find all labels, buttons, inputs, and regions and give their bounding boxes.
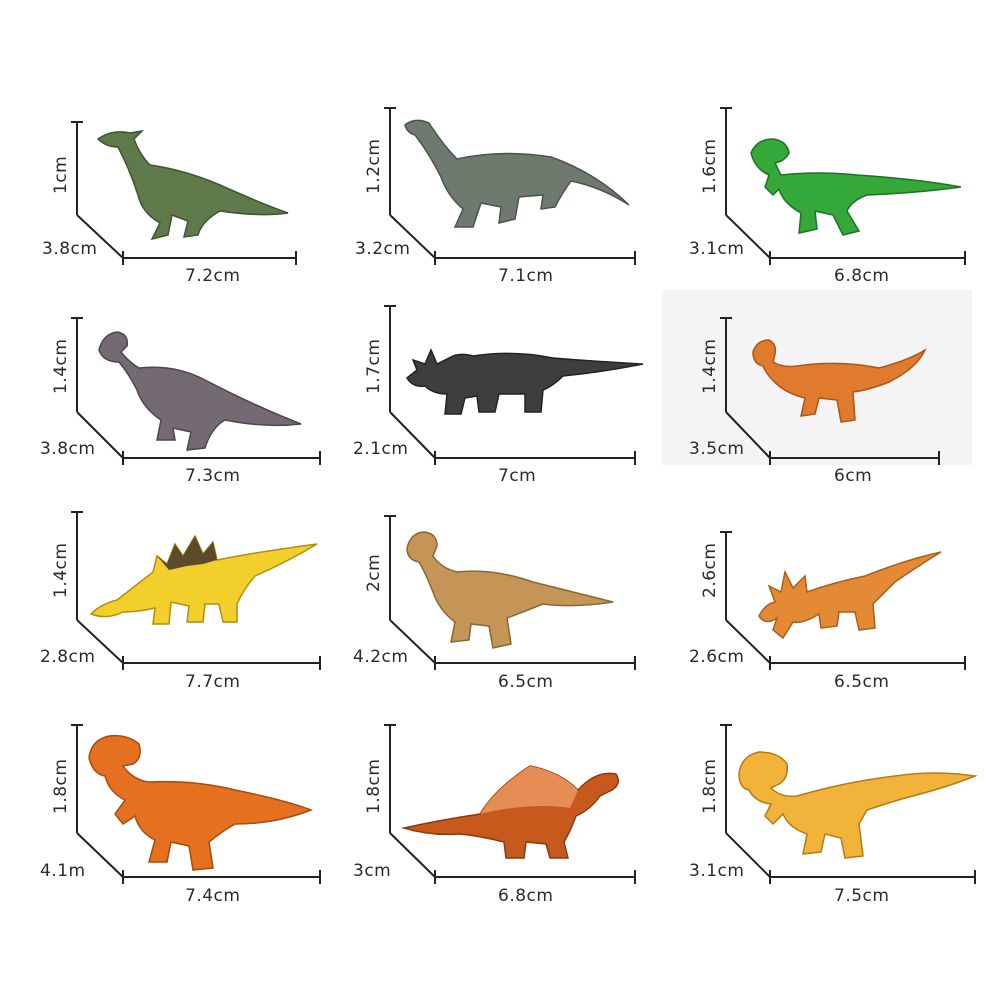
height-label: 1.4cm bbox=[51, 542, 71, 598]
length-label: 6.8cm bbox=[834, 266, 890, 286]
figure-cell-3: 1.6cm 3.1cm 6.8cm bbox=[679, 100, 1000, 300]
height-label: 1.4cm bbox=[700, 338, 720, 394]
length-label: 6.8cm bbox=[498, 886, 554, 906]
length-label: 7.7cm bbox=[185, 672, 241, 692]
depth-label: 3.8cm bbox=[40, 439, 96, 459]
dimension-lines bbox=[384, 107, 636, 265]
dinosaur-figure-green-trex bbox=[750, 138, 962, 236]
figure-cell-8: 2cm 4.2cm 6.5cm bbox=[343, 510, 673, 710]
dimension-lines bbox=[720, 107, 966, 265]
length-label: 6.5cm bbox=[498, 672, 554, 692]
depth-label: 4.2cm bbox=[353, 647, 409, 667]
figure-cell-6: 1.4cm 3.5cm 6cm bbox=[679, 300, 1000, 500]
dinosaur-figure-orange-spinosaurus bbox=[401, 765, 619, 859]
depth-label: 3.2cm bbox=[355, 239, 411, 259]
dinosaur-figure-yellow-stegosaurus bbox=[89, 534, 318, 625]
figure-cell-2: 1.2cm 3.2cm 7.1cm bbox=[343, 100, 673, 300]
dinosaur-figure-orange-dilophosaurus bbox=[752, 339, 927, 423]
dimension-lines bbox=[71, 317, 321, 465]
figure-cell-5: 1.7cm 2.1cm 7cm bbox=[343, 300, 673, 500]
length-label: 7cm bbox=[498, 466, 537, 486]
dinosaur-figure-grey-sauropod bbox=[404, 119, 630, 228]
depth-label: 3.5cm bbox=[689, 439, 745, 459]
figure-cell-4: 1.4cm 3.8cm 7.3cm bbox=[30, 300, 360, 500]
figure-cell-1: 1cm 3.8cm 7.2cm bbox=[30, 100, 360, 300]
length-label: 6.5cm bbox=[834, 672, 890, 692]
dinosaur-figure-green-sauropod bbox=[96, 129, 289, 241]
dinosaur-figure-orange-styracosaurus bbox=[758, 551, 942, 640]
figure-cell-11: 1.8cm 3cm 6.8cm bbox=[343, 720, 673, 920]
height-label: 1.4cm bbox=[51, 338, 71, 394]
length-label: 6cm bbox=[834, 466, 873, 486]
dimension-lines bbox=[720, 317, 940, 465]
dimension-lines bbox=[384, 515, 636, 670]
depth-label: 2.8cm bbox=[40, 647, 96, 667]
dinosaur-figure-tan-dilophosaurus bbox=[406, 531, 614, 649]
figure-cell-10: 1.8cm 4.1m 7.4cm bbox=[30, 720, 360, 920]
dinosaur-figure-grey-hadrosaur bbox=[98, 331, 302, 451]
depth-label: 4.1m bbox=[40, 861, 86, 881]
dinosaur-figure-yellow-trex bbox=[738, 751, 978, 859]
depth-label: 2.1cm bbox=[353, 439, 409, 459]
dimension-lines bbox=[71, 724, 321, 884]
length-label: 7.2cm bbox=[185, 266, 241, 286]
height-label: 1.8cm bbox=[51, 758, 71, 814]
height-label: 1.2cm bbox=[364, 138, 384, 194]
depth-label: 3.8cm bbox=[42, 239, 98, 259]
depth-label: 3.1cm bbox=[689, 861, 745, 881]
height-label: 1cm bbox=[51, 155, 71, 194]
depth-label: 2.6cm bbox=[689, 647, 745, 667]
height-label: 2cm bbox=[364, 553, 384, 592]
dinosaur-figure-orange-allosaurus bbox=[88, 734, 314, 871]
dinosaur-figure-black-triceratops bbox=[406, 348, 644, 415]
height-label: 2.6cm bbox=[700, 542, 720, 598]
depth-label: 3.1cm bbox=[689, 239, 745, 259]
length-label: 7.4cm bbox=[185, 886, 241, 906]
height-label: 1.8cm bbox=[700, 758, 720, 814]
depth-label: 3cm bbox=[353, 861, 392, 881]
height-label: 1.6cm bbox=[700, 138, 720, 194]
figure-cell-7: 1.4cm 2.8cm 7.7cm bbox=[30, 510, 360, 710]
dimension-lines bbox=[720, 531, 966, 670]
length-label: 7.5cm bbox=[834, 886, 890, 906]
figure-cell-12: 1.8cm 3.1cm 7.5cm bbox=[679, 720, 1000, 920]
dimension-lines bbox=[71, 511, 321, 670]
height-label: 1.8cm bbox=[364, 758, 384, 814]
dimension-lines bbox=[384, 305, 636, 465]
dimension-lines bbox=[384, 724, 636, 884]
length-label: 7.3cm bbox=[185, 466, 241, 486]
figure-cell-9: 2.6cm 2.6cm 6.5cm bbox=[679, 510, 1000, 710]
dimension-lines bbox=[720, 724, 976, 884]
dimension-lines bbox=[71, 121, 297, 265]
length-label: 7.1cm bbox=[498, 266, 554, 286]
height-label: 1.7cm bbox=[364, 338, 384, 394]
